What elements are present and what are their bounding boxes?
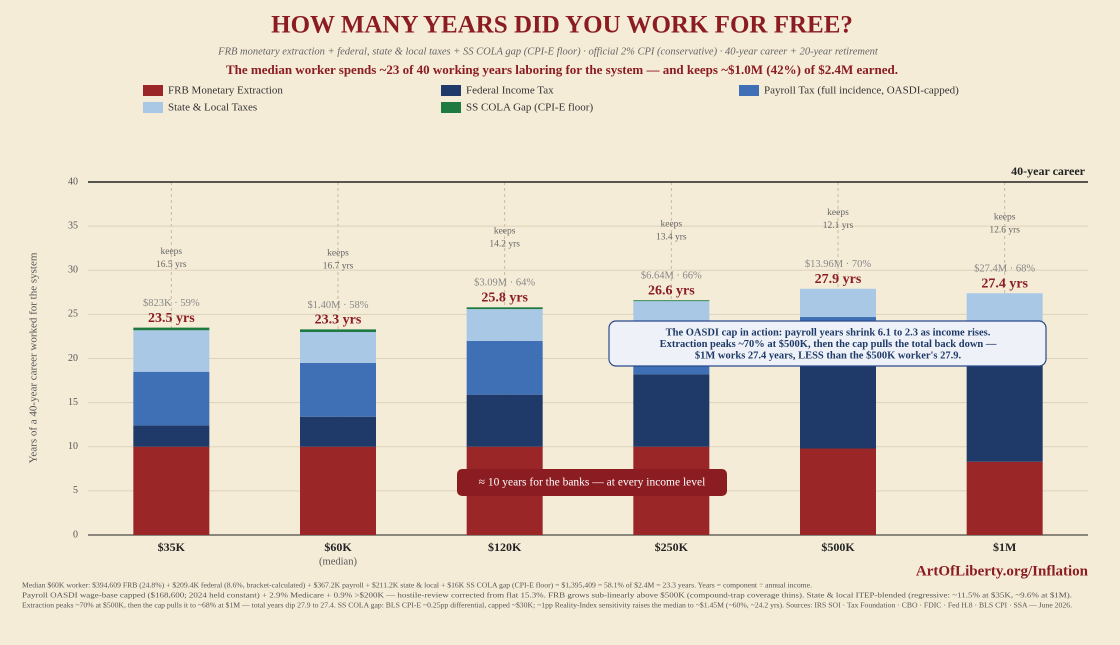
earned-label: $6.64M · 66%	[641, 271, 702, 282]
career-label: 40-year career	[1011, 164, 1086, 178]
y-tick-label: 35	[68, 220, 78, 231]
y-tick-label: 0	[73, 529, 78, 540]
callout-box	[608, 320, 1047, 367]
keeps-caption: keeps	[327, 249, 349, 259]
source-link[interactable]: ArtOfLiberty.org/Inflation	[916, 563, 1089, 579]
bar-segment	[466, 309, 543, 341]
bar-segment	[466, 307, 543, 310]
headline: The median worker spends ~23 of 40 worki…	[226, 62, 898, 77]
keeps-caption: keeps	[494, 227, 516, 237]
keeps-caption: keeps	[994, 212, 1016, 222]
total-label: 27.9 yrs	[815, 272, 862, 287]
earned-label: $1.40M · 58%	[308, 300, 369, 311]
y-tick-label: 20	[68, 353, 78, 364]
total-label: 23.5 yrs	[148, 311, 195, 326]
keeps-caption: keeps	[661, 219, 683, 229]
legend-label: State & Local Taxes	[168, 102, 257, 114]
keeps-label: 16.7 yrs	[323, 262, 354, 272]
bar-segment	[300, 446, 376, 535]
legend-swatch	[143, 102, 163, 113]
x-tick-label: $60K	[324, 540, 352, 554]
y-tick-label: 5	[73, 485, 78, 496]
chart-title: HOW MANY YEARS DID YOU WORK FOR FREE?	[271, 12, 853, 39]
total-label: 23.3 yrs	[315, 313, 362, 328]
bar-segment	[633, 374, 710, 447]
total-label: 27.4 yrs	[981, 276, 1028, 291]
legend-label: Payroll Tax (full incidence, OASDI-cappe…	[764, 85, 959, 97]
legend-swatch	[739, 85, 759, 96]
legend-swatch	[441, 85, 461, 96]
subtitle: FRB monetary extraction + federal, state…	[217, 46, 879, 57]
bar-segment	[133, 446, 210, 535]
y-tick-label: 30	[68, 265, 78, 276]
bar-segment	[133, 327, 210, 331]
bar-segment	[300, 332, 376, 363]
callout-text: $1M works 27.4 years, LESS than the $500…	[695, 350, 962, 361]
total-label: 26.6 yrs	[648, 283, 695, 298]
keeps-caption: keeps	[161, 247, 183, 257]
bar-segment	[300, 362, 376, 417]
footnote: Extraction peaks ~70% at $500K, then the…	[22, 603, 1072, 610]
keeps-label: 12.1 yrs	[823, 221, 854, 231]
badge-box	[457, 469, 727, 496]
badge-text: ≈ 10 years for the banks — at every inco…	[479, 477, 706, 489]
y-tick-label: 15	[68, 397, 78, 408]
legend-swatch	[143, 85, 163, 96]
bar-segment	[800, 288, 876, 318]
legend-label: FRB Monetary Extraction	[168, 85, 283, 97]
bar-segment	[300, 416, 376, 447]
bar-segment	[133, 330, 210, 372]
bar-segment	[466, 394, 543, 447]
y-tick-label: 40	[68, 176, 78, 187]
total-label: 25.8 yrs	[481, 291, 528, 306]
bar-segment	[300, 329, 376, 333]
legend-swatch	[441, 102, 461, 113]
x-tick-label: $35K	[158, 540, 186, 554]
bar-segment	[966, 293, 1043, 323]
keeps-label: 13.4 yrs	[656, 232, 687, 242]
callout-text: The OASDI cap in action: payroll years s…	[666, 327, 991, 338]
footnote: Median $60K worker: $394,609 FRB (24.8%)…	[22, 583, 812, 590]
bar-segment	[966, 461, 1043, 535]
x-tick-label: $500K	[821, 540, 855, 554]
legend-label: Federal Income Tax	[466, 85, 554, 97]
x-tick-label: $1M	[993, 540, 1016, 554]
keeps-label: 12.6 yrs	[989, 225, 1020, 235]
earned-label: $27.4M · 68%	[974, 264, 1035, 275]
earned-label: $3.09M · 64%	[474, 278, 535, 289]
y-axis-label: Years of a 40-year career worked for the…	[28, 252, 40, 463]
earned-label: $823K · 59%	[143, 298, 200, 309]
bar-segment	[133, 371, 210, 426]
bar-segment	[800, 448, 876, 535]
x-tick-sublabel: (median)	[319, 556, 357, 567]
y-tick-label: 10	[68, 441, 78, 452]
callout-text: Extraction peaks ~70% at $500K, then the…	[660, 339, 997, 350]
bar-segment	[133, 425, 210, 447]
bar-segment	[466, 340, 543, 395]
footnote: Payroll OASDI wage-base capped ($168,600…	[22, 593, 1072, 600]
keeps-caption: keeps	[827, 208, 849, 218]
keeps-label: 14.2 yrs	[489, 240, 520, 250]
keeps-label: 16.5 yrs	[156, 260, 187, 270]
x-tick-label: $120K	[488, 540, 522, 554]
earned-label: $13.96M · 70%	[805, 259, 871, 270]
bar-segment	[633, 300, 710, 302]
legend-label: SS COLA Gap (CPI-E floor)	[466, 102, 593, 114]
y-tick-label: 25	[68, 309, 78, 320]
x-tick-label: $250K	[655, 540, 689, 554]
